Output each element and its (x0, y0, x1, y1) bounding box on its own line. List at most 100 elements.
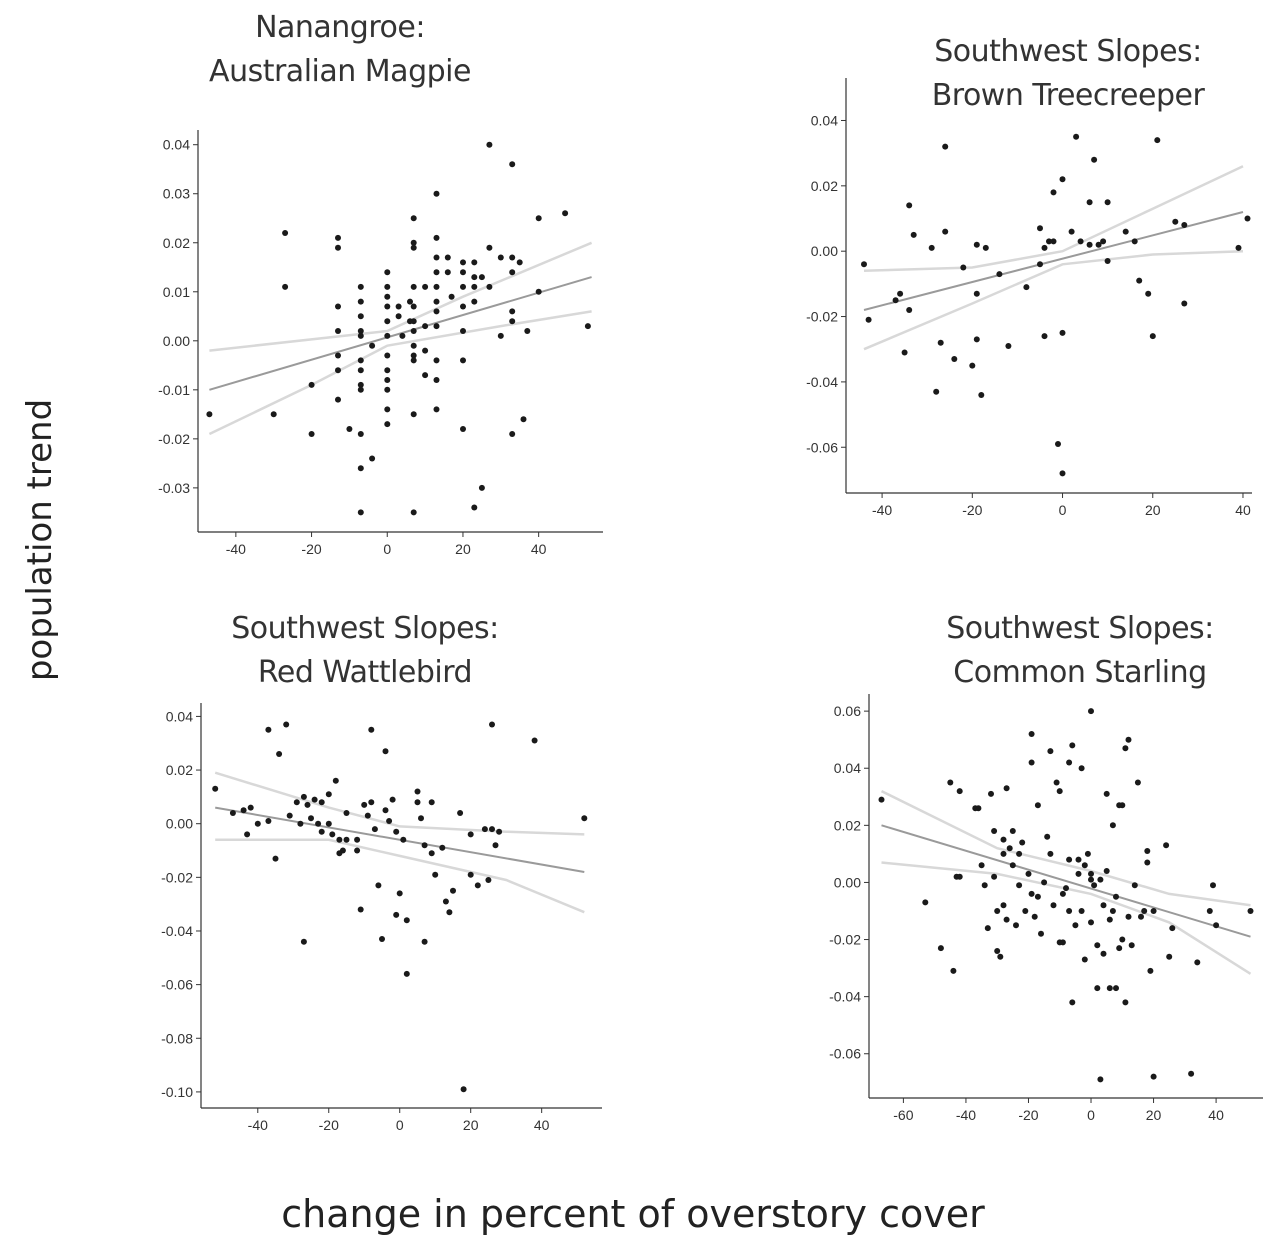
data-point (1003, 785, 1010, 792)
data-point (410, 342, 417, 349)
data-point (1141, 908, 1148, 914)
data-point (975, 805, 982, 812)
data-point (1100, 950, 1107, 957)
data-point (448, 293, 455, 300)
data-point (910, 231, 917, 238)
data-point (1154, 137, 1161, 144)
x-tick-label: 20 (1146, 1107, 1162, 1123)
data-point (1072, 922, 1079, 929)
data-point (460, 303, 466, 310)
data-point (1063, 885, 1069, 892)
data-point (229, 810, 236, 816)
data-point (937, 339, 944, 346)
x-tick-label: -40 (248, 1117, 268, 1133)
data-point (357, 332, 364, 339)
data-point (335, 352, 341, 359)
y-tick-label: 0.04 (163, 137, 190, 153)
data-point (384, 332, 391, 339)
data-point (1028, 759, 1035, 766)
x-tick-label: 0 (1059, 502, 1067, 518)
panel-title-line1: Southwest Slopes: (934, 34, 1202, 69)
data-point (1084, 850, 1091, 857)
data-point (329, 831, 336, 838)
confidence-upper-line (863, 165, 1244, 273)
data-point (1041, 879, 1048, 886)
y-tick-label: 0.02 (166, 762, 193, 778)
data-point (1086, 199, 1093, 206)
data-point (1166, 953, 1173, 960)
data-point (1113, 893, 1119, 900)
data-point (1235, 244, 1242, 251)
data-point (396, 890, 403, 897)
data-point (497, 254, 504, 261)
data-point (1094, 942, 1101, 949)
data-point (509, 318, 516, 325)
data-point (460, 283, 466, 290)
data-point (1055, 441, 1061, 447)
data-point (357, 381, 364, 388)
data-point (1000, 902, 1007, 909)
data-point (379, 936, 385, 942)
data-point (244, 831, 251, 838)
data-point (1128, 942, 1135, 949)
data-point (516, 259, 523, 266)
data-point (997, 953, 1004, 960)
data-point (1044, 833, 1051, 840)
data-point (339, 847, 346, 854)
data-point (336, 836, 343, 843)
y-tick-label: 0.04 (166, 708, 193, 724)
data-point (960, 264, 967, 271)
data-point (332, 777, 339, 784)
data-point (1059, 939, 1066, 946)
data-point (433, 377, 440, 383)
data-point (421, 938, 428, 945)
data-point (444, 269, 451, 276)
data-point (901, 349, 908, 356)
data-point (956, 873, 963, 880)
data-point (206, 411, 213, 418)
data-point (1069, 742, 1076, 749)
data-point (428, 799, 435, 806)
data-point (410, 283, 417, 290)
data-point (1088, 876, 1094, 883)
data-point (410, 357, 417, 364)
data-point (382, 807, 389, 814)
data-point (1041, 333, 1048, 340)
data-point (994, 908, 1001, 914)
data-point (357, 328, 364, 334)
y-tick-label: 0.02 (834, 817, 861, 833)
panel-title-line2: Common Starling (953, 655, 1207, 690)
data-point (1069, 999, 1076, 1006)
data-point (1188, 1070, 1195, 1077)
data-point (1181, 222, 1188, 228)
data-point (399, 332, 406, 339)
panel-title-magpie: Nanangroe: Australian Magpie (170, 6, 510, 94)
data-point (433, 283, 440, 290)
data-point (357, 431, 364, 437)
data-point (1066, 908, 1073, 914)
confidence-upper-line (214, 771, 585, 836)
data-point (325, 791, 332, 798)
x-tick-label: 0 (1087, 1107, 1095, 1123)
data-point (446, 909, 453, 916)
data-point (1119, 936, 1126, 943)
y-tick-label: -0.04 (161, 923, 193, 939)
data-point (1016, 882, 1023, 889)
data-point (1037, 261, 1043, 268)
data-point (1034, 893, 1041, 900)
data-point (535, 288, 542, 295)
data-point (357, 357, 364, 364)
data-point (1016, 850, 1023, 857)
data-point (410, 509, 417, 516)
x-tick-label: 20 (455, 541, 471, 557)
data-point (1150, 1073, 1157, 1080)
data-point (996, 271, 1003, 278)
data-point (1122, 745, 1129, 752)
data-point (270, 411, 277, 418)
data-point (403, 917, 410, 924)
data-point (1019, 839, 1026, 846)
data-point (471, 504, 478, 511)
data-point (1097, 1076, 1104, 1083)
data-point (384, 269, 391, 276)
data-point (384, 283, 391, 290)
